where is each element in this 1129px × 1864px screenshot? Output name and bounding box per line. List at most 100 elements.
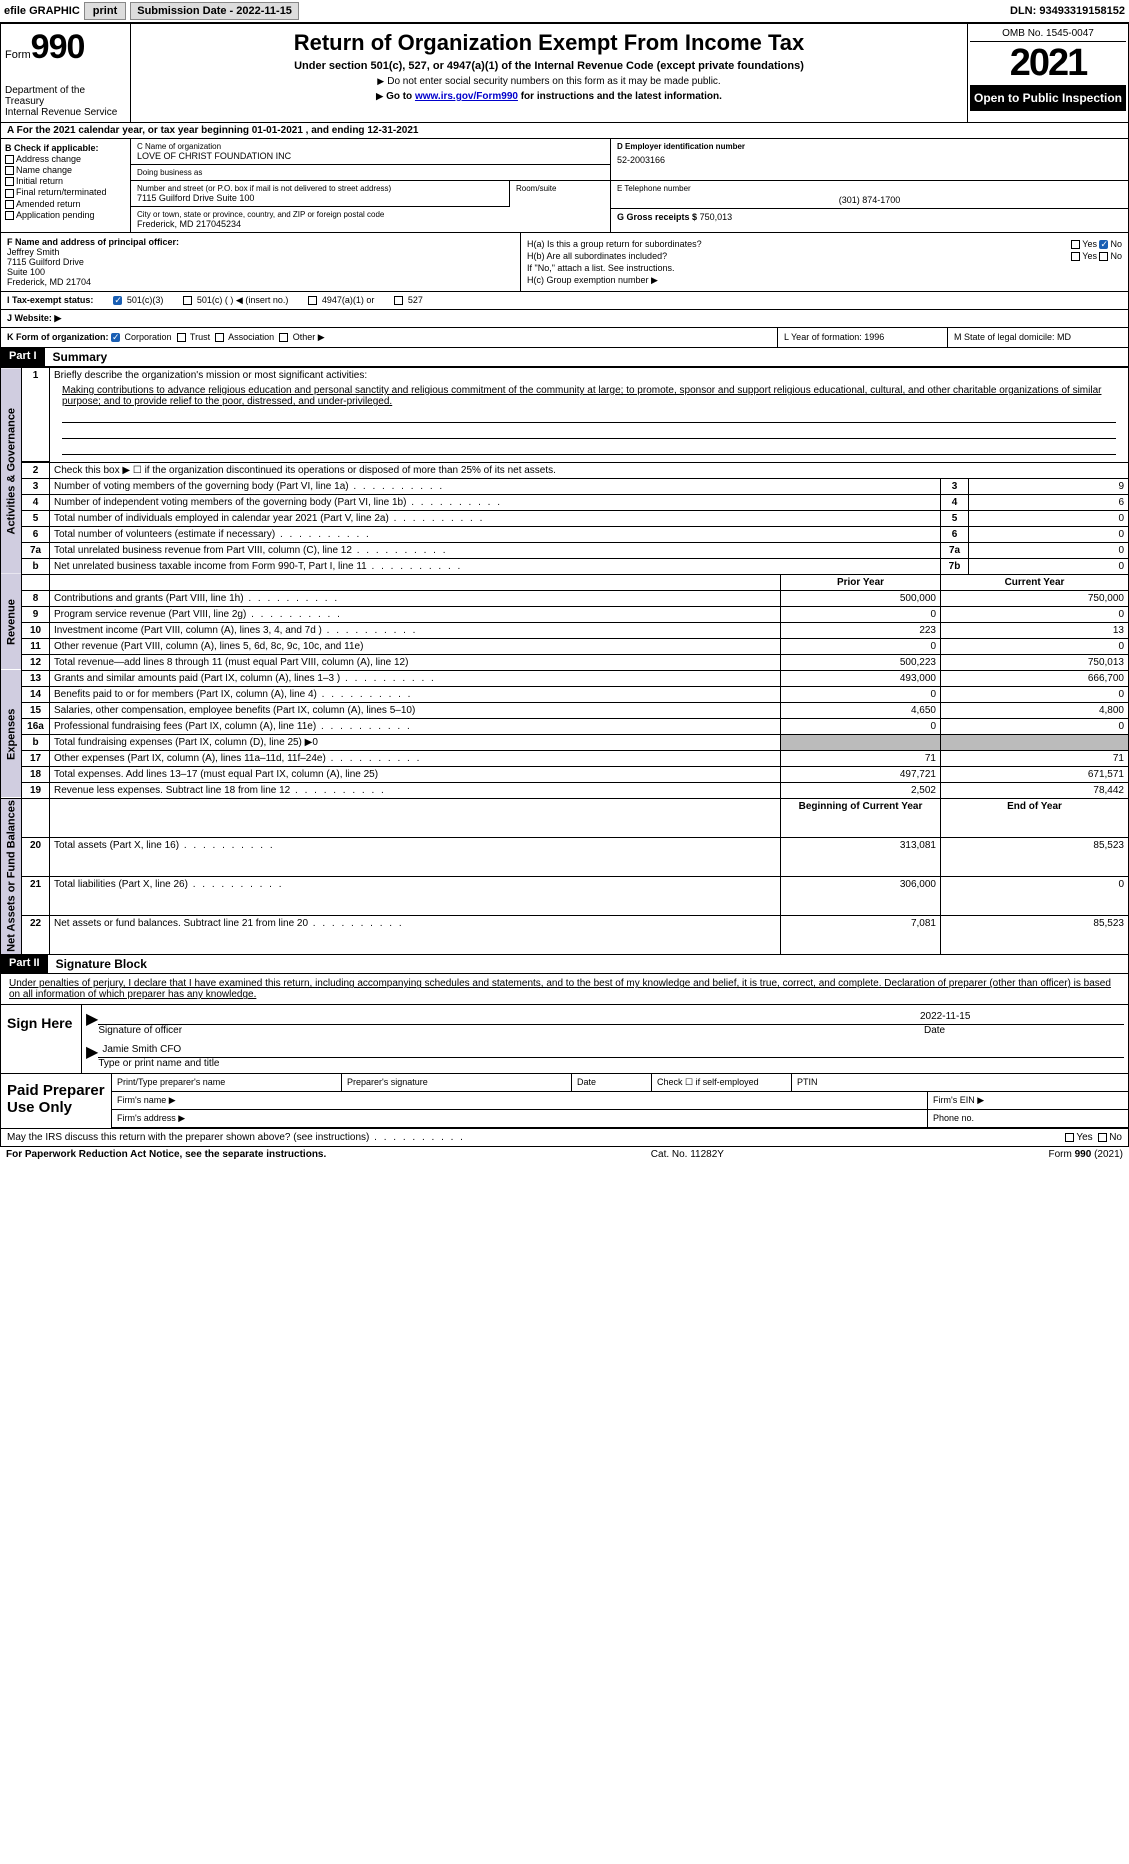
prior-val: 493,000 — [781, 670, 941, 686]
tel-value: (301) 874-1700 — [617, 195, 1122, 205]
row-i: I Tax-exempt status: 501(c)(3) 501(c) ( … — [0, 292, 1129, 310]
form-subtitle: Under section 501(c), 527, or 4947(a)(1)… — [137, 60, 961, 72]
chk-assoc[interactable] — [215, 333, 224, 342]
lbl-name-change: Name change — [16, 165, 72, 175]
perjury-declaration: Under penalties of perjury, I declare th… — [1, 974, 1128, 1004]
lbl-other: Other ▶ — [293, 332, 325, 342]
prep-check-label: Check ☐ if self-employed — [652, 1074, 792, 1092]
box-c-address: Number and street (or P.O. box if mail i… — [131, 181, 611, 233]
line-desc: Total assets (Part X, line 16) — [50, 837, 781, 876]
line-2-num: 2 — [22, 462, 50, 478]
box-k-label: K Form of organization: — [7, 332, 109, 342]
discuss-row: May the IRS discuss this return with the… — [0, 1129, 1129, 1147]
open-inspection: Open to Public Inspection — [970, 85, 1126, 111]
h-a-label: H(a) Is this a group return for subordin… — [527, 239, 702, 249]
curr-val: 666,700 — [941, 670, 1129, 686]
line-val: 0 — [969, 526, 1129, 542]
ein-label: D Employer identification number — [617, 142, 1122, 151]
sig-date-value: 2022-11-15 — [920, 1011, 1120, 1022]
lbl-address-change: Address change — [16, 154, 81, 164]
addr-value: 7115 Guilford Drive Suite 100 — [137, 193, 503, 203]
table-row: 14Benefits paid to or for members (Part … — [1, 686, 1129, 702]
dln-label: DLN: 93493319158152 — [1010, 5, 1125, 17]
part1-header: Part I Summary — [0, 348, 1129, 367]
line-desc: Total expenses. Add lines 13–17 (must eq… — [50, 766, 781, 782]
line-1-label: Briefly describe the organization's miss… — [54, 370, 1124, 381]
line-val: 0 — [969, 510, 1129, 526]
chk-corp[interactable] — [111, 333, 120, 342]
side-revenue: Revenue — [1, 574, 22, 670]
curr-val: 0 — [941, 606, 1129, 622]
chk-501c[interactable] — [183, 296, 192, 305]
chk-ha-no[interactable] — [1099, 240, 1108, 249]
lbl-amended: Amended return — [16, 199, 81, 209]
chk-amended[interactable] — [5, 200, 14, 209]
chk-final-return[interactable] — [5, 189, 14, 198]
officer-name: Jeffrey Smith — [7, 247, 514, 257]
h-c-label: H(c) Group exemption number ▶ — [527, 275, 1122, 286]
part2-header: Part II Signature Block — [0, 955, 1129, 974]
city-label: City or town, state or province, country… — [137, 210, 604, 219]
chk-501c3[interactable] — [113, 296, 122, 305]
chk-hb-no[interactable] — [1099, 252, 1108, 261]
table-row: 22Net assets or fund balances. Subtract … — [1, 916, 1129, 955]
line-desc: Salaries, other compensation, employee b… — [50, 702, 781, 718]
lbl-discuss-no: No — [1109, 1132, 1122, 1143]
box-i-label: I Tax-exempt status: — [7, 295, 93, 306]
chk-address-change[interactable] — [5, 155, 14, 164]
goto-link[interactable]: www.irs.gov/Form990 — [415, 91, 518, 102]
footer-center: Cat. No. 11282Y — [651, 1149, 724, 1160]
lbl-501c3: 501(c)(3) — [127, 295, 164, 305]
firm-addr-label: Firm's address ▶ — [112, 1110, 928, 1128]
table-row: bTotal fundraising expenses (Part IX, co… — [1, 734, 1129, 750]
prep-date-label: Date — [572, 1074, 652, 1092]
chk-4947[interactable] — [308, 296, 317, 305]
chk-initial-return[interactable] — [5, 177, 14, 186]
table-row: 7aTotal unrelated business revenue from … — [1, 542, 1129, 558]
line-desc: Number of independent voting members of … — [50, 494, 941, 510]
summary-table: Activities & Governance 1 Briefly descri… — [0, 367, 1129, 955]
print-button[interactable]: print — [84, 2, 126, 20]
line-desc: Contributions and grants (Part VIII, lin… — [50, 590, 781, 606]
line-desc: Investment income (Part VIII, column (A)… — [50, 622, 781, 638]
hdr-prior: Prior Year — [781, 574, 941, 590]
chk-discuss-yes[interactable] — [1065, 1133, 1074, 1142]
chk-application-pending[interactable] — [5, 211, 14, 220]
goto-prefix: Go to — [386, 91, 415, 102]
box-d-tel: E Telephone number (301) 874-1700 G Gros… — [611, 181, 1128, 233]
prior-val: 223 — [781, 622, 941, 638]
line-val: 6 — [969, 494, 1129, 510]
chk-trust[interactable] — [177, 333, 186, 342]
gross-value: 750,013 — [700, 212, 733, 222]
line-desc: Other revenue (Part VIII, column (A), li… — [50, 638, 781, 654]
box-m: M State of legal domicile: MD — [948, 328, 1128, 347]
prep-sig-label: Preparer's signature — [342, 1074, 572, 1092]
chk-ha-yes[interactable] — [1071, 240, 1080, 249]
box-j-label: J Website: ▶ — [7, 313, 61, 323]
line-desc: Total fundraising expenses (Part IX, col… — [50, 734, 781, 750]
chk-hb-yes[interactable] — [1071, 252, 1080, 261]
chk-name-change[interactable] — [5, 166, 14, 175]
prep-ptin-label: PTIN — [792, 1074, 1128, 1092]
chk-discuss-no[interactable] — [1098, 1133, 1107, 1142]
curr-val: 4,800 — [941, 702, 1129, 718]
curr-val: 0 — [941, 638, 1129, 654]
sig-officer-label: Signature of officer — [98, 1025, 924, 1036]
table-row: 20Total assets (Part X, line 16)313,0818… — [1, 837, 1129, 876]
officer-name-title: Jamie Smith CFO — [102, 1044, 181, 1055]
side-activities: Activities & Governance — [1, 368, 22, 575]
h-b-note: If "No," attach a list. See instructions… — [527, 263, 1122, 273]
prior-val: 0 — [781, 686, 941, 702]
line-desc: Number of voting members of the governin… — [50, 478, 941, 494]
form-word: Form — [5, 49, 31, 61]
side-expenses: Expenses — [1, 670, 22, 798]
chk-other[interactable] — [279, 333, 288, 342]
chk-527[interactable] — [394, 296, 403, 305]
table-row: 12Total revenue—add lines 8 through 11 (… — [1, 654, 1129, 670]
room-label: Room/suite — [516, 184, 604, 193]
officer-addr2: Suite 100 — [7, 267, 514, 277]
arrow-icon: ▶ — [86, 1042, 98, 1069]
lbl-trust: Trust — [190, 332, 210, 342]
hdr-end: End of Year — [941, 798, 1129, 837]
curr-val-shade — [941, 734, 1129, 750]
